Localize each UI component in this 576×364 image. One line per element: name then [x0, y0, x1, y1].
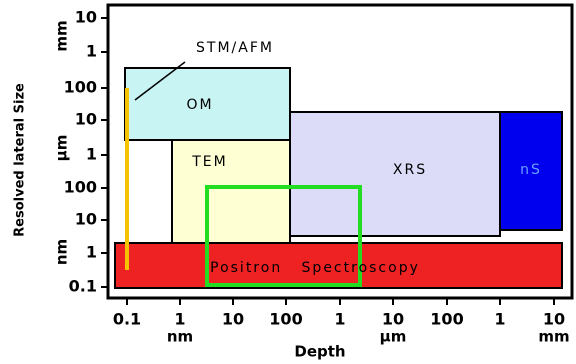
y-unit: nm: [53, 239, 71, 265]
x-unit: µm: [380, 328, 407, 346]
y-tick-label: 10: [75, 210, 97, 229]
x-tick-label: 100: [430, 310, 463, 329]
y-tick-label: 0.1: [69, 277, 97, 296]
x-unit: mm: [538, 328, 569, 346]
xrs-region: [289, 111, 501, 237]
y-axis-title: Resolved lateral Size: [13, 83, 28, 237]
x-unit: nm: [167, 328, 193, 346]
region-label: Positron Spectroscopy: [210, 260, 420, 276]
y-unit: µm: [53, 135, 71, 162]
y-tick-label: 100: [64, 178, 97, 197]
x-tick-label: 1: [174, 310, 185, 329]
x-axis-title: Depth: [294, 343, 345, 361]
x-tick-label: 1: [334, 310, 345, 329]
y-tick-label: 100: [64, 78, 97, 97]
y-tick-label: 1: [86, 42, 97, 61]
y-tick-label: 10: [75, 110, 97, 129]
region-label: TEM: [191, 154, 227, 170]
x-tick-label: 0.1: [113, 310, 141, 329]
region-label: nS: [520, 162, 542, 178]
positron-region: [114, 242, 563, 289]
y-tick-label: 1: [86, 145, 97, 164]
x-tick-label: 1: [494, 310, 505, 329]
region-label: STM/AFM: [196, 40, 274, 56]
y-tick-label: 1: [86, 243, 97, 262]
y-tick-label: 10: [75, 8, 97, 27]
x-tick-label: 10: [222, 310, 244, 329]
x-tick-label: 10: [543, 310, 565, 329]
region-label: OM: [186, 97, 213, 113]
ns-region: [499, 111, 563, 231]
x-tick-label: 10: [382, 310, 404, 329]
highlight-box: [205, 185, 362, 287]
region-label: XRS: [393, 162, 427, 178]
om-region: [124, 67, 291, 141]
stm-afm-pointer: [134, 61, 186, 101]
x-tick-label: 100: [269, 310, 302, 329]
y-unit: mm: [53, 20, 71, 51]
tem-region: [171, 139, 291, 244]
